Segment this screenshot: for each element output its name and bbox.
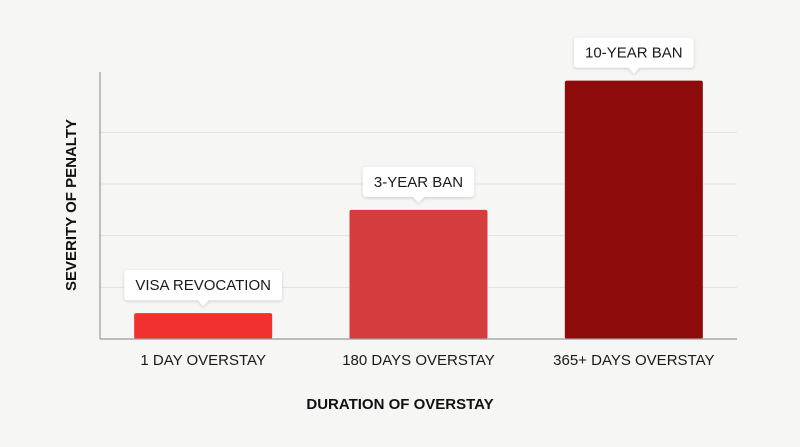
data-label: 3-YEAR BAN: [374, 174, 463, 191]
callout-box: [574, 37, 694, 68]
data-label: 10-YEAR BAN: [585, 45, 683, 62]
bar-180-days-overstay: [349, 209, 488, 339]
data-label: VISA REVOCATION: [135, 277, 271, 294]
callout-box: [124, 270, 282, 301]
x-axis-title: DURATION OF OVERSTAY: [306, 396, 493, 413]
bar-365-days-overstay: [564, 80, 703, 340]
x-tick-label: 1 DAY OVERSTAY: [140, 352, 266, 369]
bar-1-day-overstay: [134, 313, 273, 339]
data-label-callout: [362, 166, 475, 203]
data-label-callout: [124, 270, 282, 307]
callout-pointer: [197, 299, 210, 307]
callout-pointer: [412, 196, 425, 203]
data-label-callout: [574, 37, 694, 74]
bars: [134, 80, 703, 340]
callout-pointer: [627, 67, 640, 74]
callout-box: [362, 166, 475, 197]
x-tick-label: 180 DAYS OVERSTAY: [342, 352, 495, 369]
data-labels: VISA REVOCATION 3-YEAR BAN 10-YEAR BAN: [124, 37, 694, 307]
y-axis-title: SEVERITY OF PENALTY: [63, 119, 80, 291]
x-tick-label: 365+ DAYS OVERSTAY: [553, 352, 714, 369]
axes: 1 DAY OVERSTAY 180 DAYS OVERSTAY 365+ DAYS…: [99, 72, 737, 369]
